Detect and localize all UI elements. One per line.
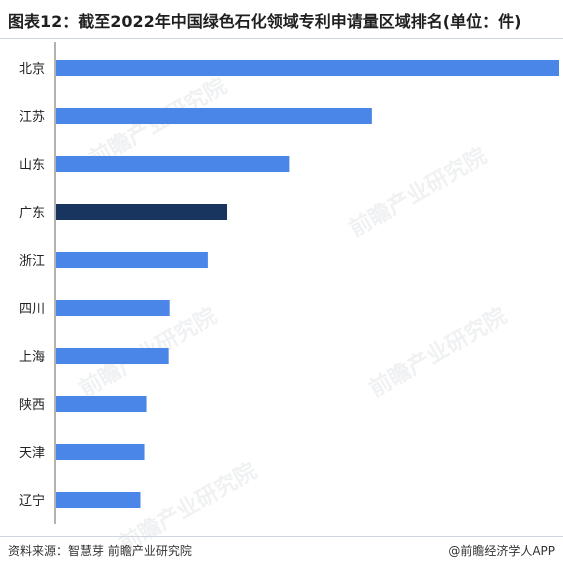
title-divider xyxy=(0,38,563,39)
bar-9 xyxy=(56,444,145,460)
category-label: 浙江 xyxy=(19,254,45,269)
bar-7 xyxy=(56,348,169,364)
bar-1 xyxy=(56,60,559,76)
category-label: 四川 xyxy=(19,302,45,317)
bar-10 xyxy=(56,492,141,508)
category-label: 北京 xyxy=(19,62,45,77)
bar-5 xyxy=(56,252,208,268)
bar-3 xyxy=(56,156,290,172)
footer-divider xyxy=(0,536,563,537)
category-label: 辽宁 xyxy=(19,493,45,509)
category-label: 天津 xyxy=(19,446,45,461)
bar-4 xyxy=(56,204,228,220)
category-label: 山东 xyxy=(19,158,45,173)
bar-8 xyxy=(56,396,147,412)
source-note: 资料来源：智慧芽 前瞻产业研究院 xyxy=(8,544,192,558)
chart-title: 图表12：截至2022年中国绿色石化领域专利申请量区域排名(单位：件) xyxy=(8,12,522,31)
brand-credit: @前瞻经济学人APP xyxy=(448,544,555,558)
bar-6 xyxy=(56,300,170,316)
category-label: 广东 xyxy=(19,206,45,221)
category-label: 江苏 xyxy=(19,109,45,125)
bar-2 xyxy=(56,108,372,124)
category-label: 陕西 xyxy=(19,398,45,413)
category-label: 上海 xyxy=(19,350,45,365)
